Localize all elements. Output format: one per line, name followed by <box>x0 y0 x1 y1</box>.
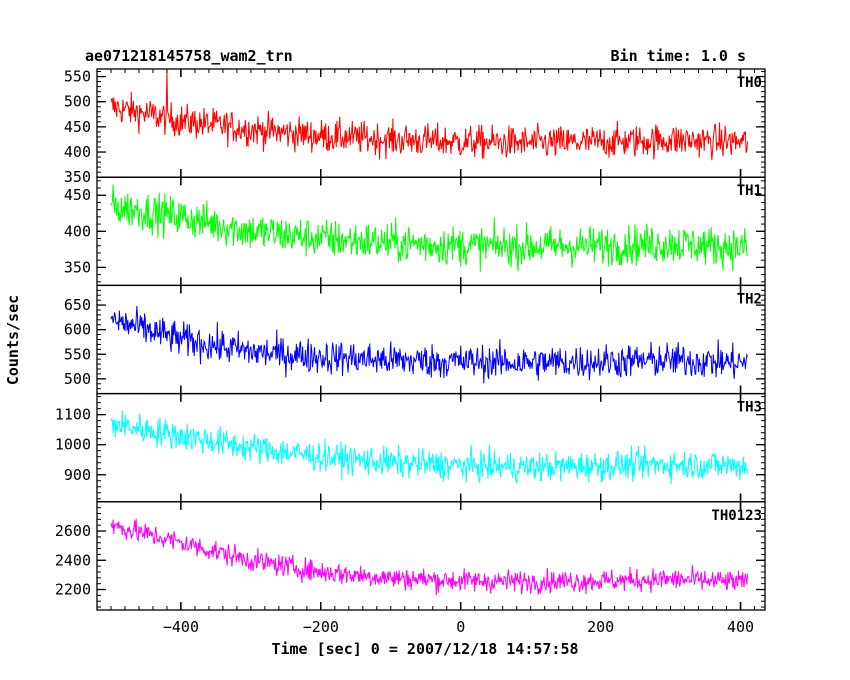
series-label: TH3 <box>737 400 762 416</box>
series-label: TH0123 <box>711 508 762 524</box>
series-label: TH0 <box>737 75 762 91</box>
y-tick-label: 350 <box>64 258 91 276</box>
y-tick-label: 450 <box>64 186 91 204</box>
y-tick-label: 2600 <box>55 522 91 540</box>
series-line-th1 <box>110 184 748 272</box>
panel-group: 350 400 450 500 550 TH0 350 400 450 TH1 500 550 600 6… <box>55 68 766 611</box>
y-tick-label: 500 <box>64 93 91 111</box>
y-tick-label: 400 <box>64 222 91 240</box>
y-tick-label: 1000 <box>55 436 91 454</box>
x-tick-label: −400 <box>163 618 199 636</box>
series-line-th2 <box>110 306 748 384</box>
series-line-th0123 <box>110 518 749 596</box>
y-tick-label: 350 <box>64 168 91 186</box>
y-tick-label: 600 <box>64 321 91 339</box>
y-tick-label: 1100 <box>55 406 91 424</box>
y-tick-label: 550 <box>64 68 91 86</box>
x-tick-label: −200 <box>303 618 339 636</box>
series-label: TH2 <box>737 291 762 307</box>
panel-frame <box>96 176 766 287</box>
panel-th2: 500 550 600 650 TH2 <box>64 69 766 610</box>
y-tick-label: 500 <box>64 370 91 388</box>
x-axis-label: Time [sec] 0 = 2007/12/18 14:57:58 <box>271 640 578 658</box>
series-label: TH1 <box>737 183 762 199</box>
y-tick-label: 2400 <box>55 551 91 569</box>
x-axis: −400 −200 0 200 400 <box>110 69 756 636</box>
y-tick-label: 450 <box>64 118 91 136</box>
panel-th3: 900 1000 1100 TH3 <box>55 69 766 610</box>
y-tick-label: 900 <box>64 466 91 484</box>
y-tick-label: 400 <box>64 143 91 161</box>
y-tick-label: 650 <box>64 296 91 314</box>
panel-frame <box>96 392 766 503</box>
bin-time-label: Bin time: 1.0 s <box>611 47 746 65</box>
y-tick-label: 2200 <box>55 581 91 599</box>
panel-th1: 350 400 450 TH1 <box>64 69 766 610</box>
x-tick-label: 400 <box>727 618 754 636</box>
x-tick-label: 0 <box>456 618 465 636</box>
panel-th0123: 2200 2400 2600 TH0123 <box>55 69 766 611</box>
x-tick-label: 200 <box>587 618 614 636</box>
series-line-th3 <box>110 410 749 484</box>
y-axis-label: Counts/sec <box>4 295 22 385</box>
panel-frame <box>96 501 766 611</box>
series-line-th0 <box>110 70 749 161</box>
panel-th0: 350 400 450 500 550 TH0 <box>64 68 766 610</box>
y-tick-label: 550 <box>64 345 91 363</box>
chart-title: ae071218145758_wam2_trn <box>85 47 293 65</box>
